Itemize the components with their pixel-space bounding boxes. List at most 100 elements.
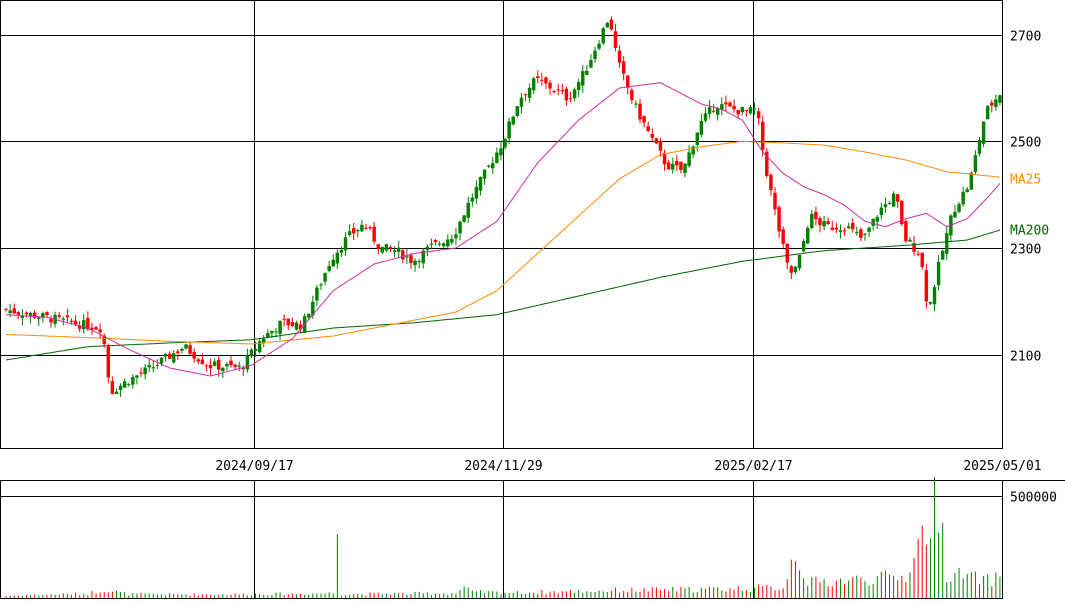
candle-body (981, 121, 986, 144)
candle-body (511, 116, 515, 125)
candle-body (818, 218, 822, 226)
candle-body (331, 259, 335, 267)
candle-body (773, 192, 777, 210)
candle-body (863, 233, 867, 235)
candle-body (556, 89, 560, 91)
candle-body (990, 102, 994, 106)
candle-body (143, 367, 147, 375)
candle-body (458, 221, 462, 234)
candle-body (572, 89, 577, 99)
candle-body (711, 110, 716, 112)
candle-body (891, 193, 896, 207)
candle-body (724, 102, 728, 105)
candle-body (499, 148, 503, 156)
candle-body (159, 357, 164, 364)
candle-body (548, 82, 552, 89)
candle-body (536, 76, 540, 79)
candle-body (924, 270, 929, 302)
candle-body (793, 266, 798, 273)
candle-body (73, 320, 78, 325)
candle-body (883, 204, 888, 208)
candle-body (597, 43, 601, 49)
candle-body (748, 107, 753, 114)
candle-body (846, 226, 851, 229)
candle-body (184, 344, 188, 349)
candle-body (208, 364, 213, 369)
candle-body (433, 240, 438, 242)
candle-body (523, 94, 528, 96)
candle-body (380, 246, 385, 253)
candle-body (617, 50, 622, 63)
candle-body (691, 146, 695, 155)
candle-body (441, 243, 446, 247)
candle-body (707, 107, 712, 114)
candle-body (953, 211, 957, 218)
candle-body (409, 255, 413, 264)
ma25-line (5, 140, 1001, 345)
short-ma-line (5, 82, 1001, 377)
candle-body (666, 162, 671, 170)
candle-body (37, 317, 41, 320)
candle-body (335, 252, 340, 264)
candle-body (519, 97, 524, 107)
candle-body (192, 351, 196, 359)
candle-body (654, 138, 659, 144)
candle-body (45, 312, 49, 316)
candle-body (257, 341, 262, 353)
candle-body (859, 229, 863, 238)
candle-body (540, 79, 544, 81)
candle-body (965, 189, 969, 193)
candle-body (646, 126, 650, 132)
candle-body (662, 152, 667, 165)
candle-body (311, 301, 315, 316)
candle-body (961, 192, 965, 205)
candle-body (895, 194, 900, 202)
candle-body (135, 375, 139, 378)
date-tick-label: 2025/02/17 (714, 459, 792, 474)
candle-body (102, 335, 106, 345)
candle-body (969, 172, 974, 190)
candle-body (290, 321, 295, 326)
candle-body (531, 78, 536, 91)
candle-body (679, 161, 683, 170)
candle-body (450, 239, 454, 243)
candle-body (789, 266, 794, 273)
candle-body (814, 211, 818, 220)
candle-body (474, 186, 479, 199)
candle-body (4, 308, 8, 310)
candle-body (65, 315, 70, 318)
candle-body (801, 241, 806, 252)
candle-body (274, 331, 278, 333)
candle-body (139, 372, 143, 374)
price-tick-label: 2100 (1010, 350, 1041, 365)
candle-body (98, 329, 102, 333)
price-tick-label: 2700 (1010, 30, 1041, 45)
candle-body (703, 113, 708, 121)
candle-body (740, 107, 744, 113)
candle-body (327, 265, 331, 271)
candle-body (564, 88, 569, 101)
candle-body (172, 353, 176, 363)
candle-body (347, 231, 352, 236)
candle-body (904, 220, 908, 242)
candle-body (822, 221, 826, 227)
price-tick-label: 2300 (1010, 243, 1041, 258)
candle-body (343, 237, 348, 251)
candle-body (945, 233, 949, 254)
candle-body (392, 250, 397, 253)
candle-body (82, 320, 86, 330)
candle-body (212, 361, 217, 366)
price-panel-frame (0, 0, 1003, 449)
candle-body (552, 91, 556, 93)
candle-body (32, 312, 37, 318)
candle-body (122, 381, 127, 388)
candle-body (695, 132, 700, 145)
candle-body (24, 312, 29, 315)
candle-body (838, 230, 843, 232)
candle-body (928, 302, 933, 304)
candle-body (589, 59, 593, 68)
candle-body (286, 318, 290, 326)
candle-body (560, 89, 565, 92)
candle-body (94, 327, 98, 330)
candle-body (736, 109, 740, 115)
